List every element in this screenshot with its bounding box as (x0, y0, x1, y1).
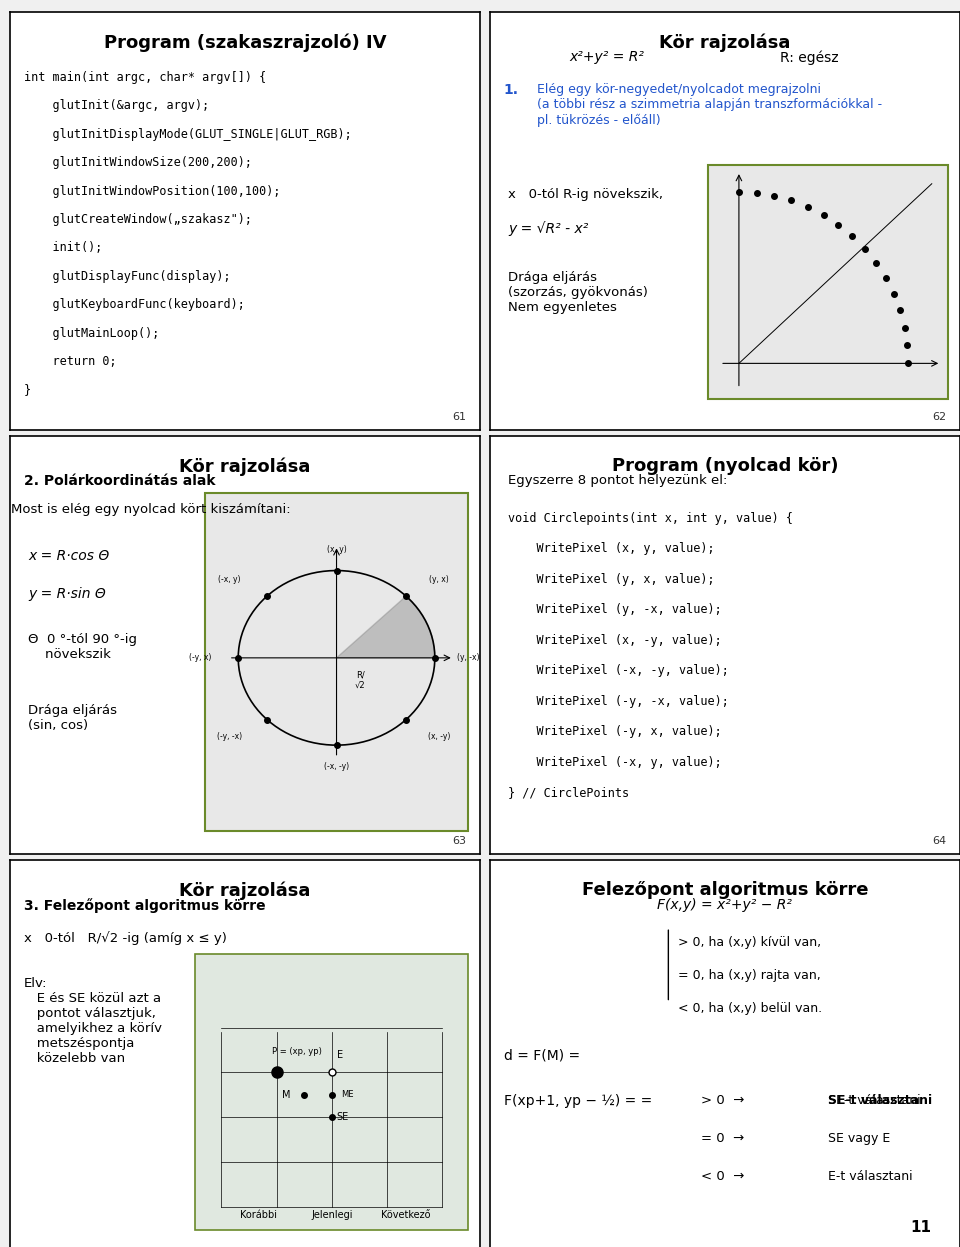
Text: }: } (24, 383, 31, 397)
Text: glutMainLoop();: glutMainLoop(); (24, 327, 159, 339)
Text: 1.: 1. (504, 84, 518, 97)
Text: glutCreateWindow(„szakasz");: glutCreateWindow(„szakasz"); (24, 213, 252, 226)
Text: 64: 64 (932, 835, 946, 845)
FancyBboxPatch shape (196, 954, 468, 1230)
Text: Korábbi: Korábbi (240, 1210, 276, 1220)
Text: E: E (337, 1050, 343, 1060)
Text: glutKeyboardFunc(keyboard);: glutKeyboardFunc(keyboard); (24, 298, 245, 312)
Text: F(xp+1, yp − ½) = =: F(xp+1, yp − ½) = = (504, 1095, 652, 1109)
Text: Felezőpont algoritmus körre: Felezőpont algoritmus körre (582, 882, 868, 899)
Text: x²+y² = R²: x²+y² = R² (569, 50, 645, 64)
Text: Egyszerre 8 pontot helyezünk el:: Egyszerre 8 pontot helyezünk el: (509, 474, 728, 488)
Text: Program (szakaszrajzoló) IV: Program (szakaszrajzoló) IV (104, 34, 386, 52)
Text: WritePixel (x, -y, value);: WritePixel (x, -y, value); (509, 633, 722, 647)
Text: < 0  →: < 0 → (701, 1170, 745, 1182)
Text: F(x,y) = x²+y² − R²: F(x,y) = x²+y² − R² (658, 898, 792, 912)
Text: Θ  0 °-tól 90 °-ig
    növekszik: Θ 0 °-tól 90 °-ig növekszik (29, 632, 137, 661)
FancyBboxPatch shape (204, 493, 468, 832)
Text: glutDisplayFunc(display);: glutDisplayFunc(display); (24, 269, 230, 283)
Text: Drága eljárás
(sin, cos): Drága eljárás (sin, cos) (29, 703, 117, 732)
Text: glutInitWindowSize(200,200);: glutInitWindowSize(200,200); (24, 156, 252, 170)
Text: SE-t választani: SE-t választani (828, 1095, 932, 1107)
Text: 61: 61 (452, 412, 466, 421)
FancyBboxPatch shape (708, 165, 948, 399)
Text: (x, y): (x, y) (326, 545, 347, 554)
Text: > 0  →: > 0 → (701, 1095, 745, 1107)
Text: 3. Felezőpont algoritmus körre: 3. Felezőpont algoritmus körre (24, 898, 265, 913)
Text: (-x, -y): (-x, -y) (324, 762, 349, 771)
Text: P = (xp, yp): P = (xp, yp) (272, 1046, 322, 1056)
Text: d = F(M) =: d = F(M) = (504, 1049, 580, 1062)
Text: (-y, -x): (-y, -x) (217, 732, 242, 741)
Text: 2. Polárkoordinátás alak: 2. Polárkoordinátás alak (24, 474, 215, 488)
Text: SE: SE (337, 1112, 348, 1122)
Text: WritePixel (-y, x, value);: WritePixel (-y, x, value); (509, 725, 722, 738)
Polygon shape (337, 596, 435, 658)
Text: return 0;: return 0; (24, 355, 116, 368)
Text: glutInitDisplayMode(GLUT_SINGLE|GLUT_RGB);: glutInitDisplayMode(GLUT_SINGLE|GLUT_RGB… (24, 127, 351, 141)
Text: Kör rajzolása: Kör rajzolása (660, 34, 790, 52)
Text: Drága eljárás
(szorzás, gyökvonás)
Nem egyenletes: Drága eljárás (szorzás, gyökvonás) Nem e… (509, 272, 648, 314)
Text: WritePixel (-x, y, value);: WritePixel (-x, y, value); (509, 756, 722, 768)
Text: Következő: Következő (381, 1210, 430, 1220)
Text: 62: 62 (932, 412, 946, 421)
Text: WritePixel (-x, -y, value);: WritePixel (-x, -y, value); (509, 665, 730, 677)
Text: int main(int argc, char* argv[]) {: int main(int argc, char* argv[]) { (24, 71, 266, 84)
Text: SE vagy E: SE vagy E (828, 1132, 891, 1145)
Text: (-y, x): (-y, x) (189, 653, 212, 662)
Text: init();: init(); (24, 242, 102, 254)
Text: R/
√2: R/ √2 (355, 671, 366, 690)
Text: } // CirclePoints: } // CirclePoints (509, 786, 630, 799)
Text: WritePixel (y, -x, value);: WritePixel (y, -x, value); (509, 604, 722, 616)
Text: Most is elég egy nyolcad kört kiszámítani:: Most is elég egy nyolcad kört kiszámítan… (11, 504, 291, 516)
Text: Program (nyolcad kör): Program (nyolcad kör) (612, 458, 838, 475)
Text: (x, -y): (x, -y) (428, 732, 450, 741)
Text: = 0, ha (x,y) rajta van,: = 0, ha (x,y) rajta van, (678, 969, 821, 983)
Text: 63: 63 (452, 835, 466, 845)
Text: glutInitWindowPosition(100,100);: glutInitWindowPosition(100,100); (24, 185, 280, 197)
Text: < 0, ha (x,y) belül van.: < 0, ha (x,y) belül van. (678, 1003, 822, 1015)
Text: x   0-tól   R/√2 -ig (amíg x ≤ y): x 0-tól R/√2 -ig (amíg x ≤ y) (24, 932, 227, 945)
Text: WritePixel (x, y, value);: WritePixel (x, y, value); (509, 542, 715, 555)
Text: SE-t választani: SE-t választani (828, 1095, 921, 1107)
Text: Kör rajzolása: Kör rajzolása (180, 458, 310, 476)
Text: x   0-tól R-ig növekszik,: x 0-tól R-ig növekszik, (509, 188, 663, 201)
Text: WritePixel (-y, -x, value);: WritePixel (-y, -x, value); (509, 695, 730, 707)
Text: WritePixel (y, x, value);: WritePixel (y, x, value); (509, 572, 715, 586)
Text: Elég egy kör-negyedet/nyolcadot megrajzolni
(a többi rész a szimmetria alapján t: Elég egy kör-negyedet/nyolcadot megrajzo… (537, 84, 882, 127)
Text: > 0, ha (x,y) kívül van,: > 0, ha (x,y) kívül van, (678, 935, 821, 949)
Text: = 0  →: = 0 → (701, 1132, 745, 1145)
Text: x = R·cos Θ: x = R·cos Θ (29, 549, 109, 564)
Text: M: M (281, 1090, 290, 1100)
Text: y = √R² - x²: y = √R² - x² (509, 222, 588, 236)
Text: y = R·sin Θ: y = R·sin Θ (29, 587, 107, 601)
Text: (y, -x): (y, -x) (457, 653, 479, 662)
Text: (-x, y): (-x, y) (218, 575, 241, 584)
Text: ME: ME (341, 1090, 353, 1100)
Text: Jelenlegi: Jelenlegi (311, 1210, 352, 1220)
Text: void Circlepoints(int x, int y, value) {: void Circlepoints(int x, int y, value) { (509, 511, 793, 525)
Text: E-t választani: E-t választani (828, 1170, 913, 1182)
Text: Kör rajzolása: Kör rajzolása (180, 882, 310, 900)
Text: (y, x): (y, x) (429, 575, 449, 584)
Text: 11: 11 (910, 1220, 931, 1235)
Text: R: egész: R: egész (780, 50, 839, 65)
Text: glutInit(&argc, argv);: glutInit(&argc, argv); (24, 100, 209, 112)
Text: Elv:
   E és SE közül azt a
   pontot választjuk,
   amelyikhez a körív
   metsz: Elv: E és SE közül azt a pontot választj… (24, 978, 161, 1065)
